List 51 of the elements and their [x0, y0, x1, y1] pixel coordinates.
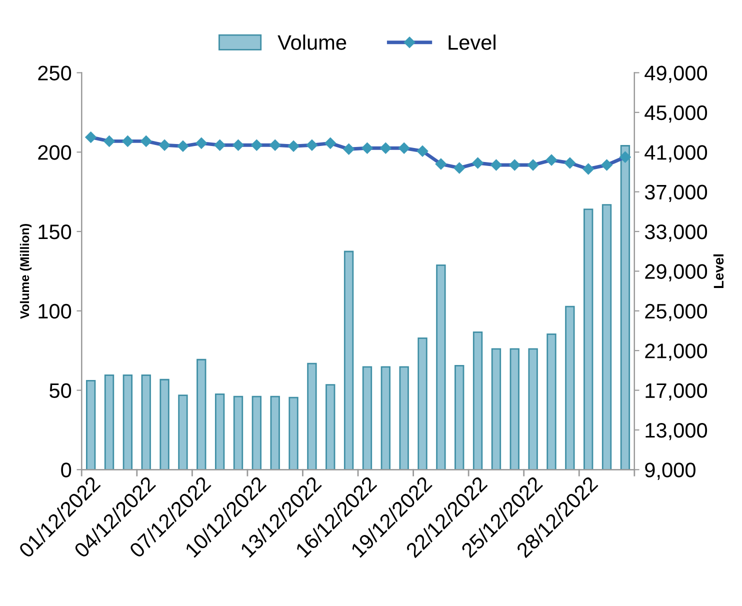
legend-label: Volume: [278, 34, 346, 50]
bar: [178, 394, 188, 470]
bar: [122, 374, 133, 470]
bar: [307, 362, 317, 470]
legend-label: Level: [448, 34, 496, 50]
y-tick-label: 50: [50, 383, 72, 398]
y-tick-label: 100: [38, 304, 72, 319]
bar: [565, 306, 575, 470]
y2-tick-label: 21,000: [645, 344, 708, 361]
y2-tick-label: 25,000: [645, 304, 708, 322]
y2-tick-label: 49,000: [644, 66, 708, 83]
bar: [86, 380, 96, 470]
y2-tick-label: 45,000: [644, 105, 708, 123]
y-tick-label: 250: [38, 66, 72, 80]
bar: [436, 264, 446, 470]
bar: [326, 384, 336, 470]
y2-tick-label: 33,000: [644, 224, 708, 242]
bar: [491, 348, 502, 470]
y-tick-label: 0: [61, 462, 72, 478]
y2-tick-label: 41,000: [644, 145, 708, 162]
bar: [418, 337, 428, 470]
y2-tick-label: 13,000: [646, 422, 708, 440]
bar: [104, 374, 114, 470]
bar: [214, 394, 225, 470]
bar: [454, 364, 464, 470]
bar: [602, 204, 612, 470]
y2-tick-label: 37,000: [644, 184, 708, 202]
bar: [546, 334, 556, 470]
bar: [252, 396, 262, 470]
bar: [196, 358, 206, 470]
bar: [399, 366, 409, 470]
bar: [362, 366, 372, 470]
bar: [620, 145, 630, 470]
bar: [344, 250, 354, 470]
bar: [270, 396, 280, 470]
bar: [233, 396, 244, 470]
y-tick-label: 200: [38, 145, 72, 160]
y2-axis-title: Level: [713, 254, 724, 288]
bar: [584, 208, 594, 470]
y-tick-label: 150: [38, 224, 72, 240]
bar: [141, 374, 151, 470]
y2-tick-label: 29,000: [645, 264, 708, 282]
bar: [472, 331, 483, 470]
bar: [510, 348, 520, 470]
y2-tick-label: 9,000: [645, 462, 696, 480]
y-axis-title: Volume (Million): [20, 224, 32, 319]
bar: [160, 378, 170, 470]
bar: [288, 396, 298, 470]
y2-tick-label: 17,000: [646, 383, 708, 400]
bar: [528, 348, 538, 470]
bar: [380, 366, 390, 470]
